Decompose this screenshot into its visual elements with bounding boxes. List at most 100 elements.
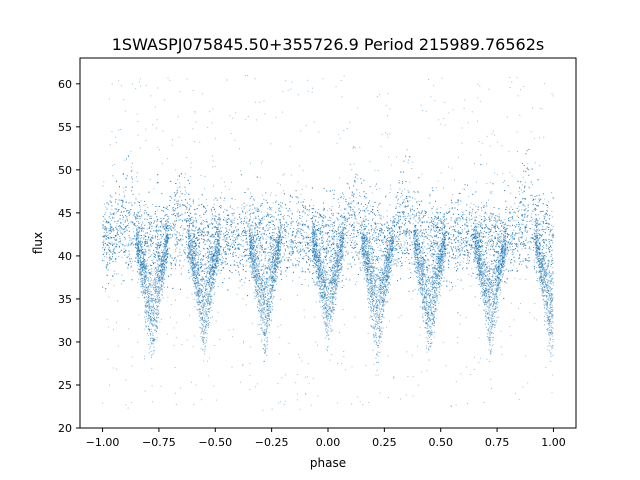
- data-point: [518, 209, 520, 211]
- data-point: [510, 192, 512, 194]
- data-point: [320, 226, 322, 228]
- data-point: [457, 248, 459, 250]
- data-point: [200, 230, 202, 231]
- data-point: [275, 266, 277, 268]
- data-point: [512, 253, 514, 255]
- data-point: [454, 266, 456, 268]
- data-point: [282, 231, 283, 233]
- data-point: [136, 215, 138, 217]
- data-point: [388, 229, 390, 231]
- data-point: [273, 253, 275, 255]
- data-point: [322, 270, 324, 272]
- data-point: [285, 270, 287, 272]
- data-point: [175, 268, 177, 270]
- data-point: [395, 240, 397, 242]
- data-point: [414, 288, 416, 290]
- data-point: [204, 254, 206, 256]
- data-point: [214, 218, 216, 220]
- data-point: [205, 253, 207, 255]
- data-point: [332, 241, 334, 243]
- data-point: [385, 195, 387, 197]
- data-point: [117, 230, 119, 231]
- data-point: [506, 251, 508, 253]
- data-point: [175, 217, 177, 219]
- data-point: [246, 221, 248, 223]
- data-point: [322, 222, 324, 224]
- data-point: [176, 259, 177, 261]
- data-point: [352, 248, 354, 249]
- data-point: [348, 204, 350, 205]
- data-point: [506, 248, 508, 250]
- data-point: [459, 241, 461, 243]
- data-point: [287, 236, 289, 238]
- data-point: [140, 209, 141, 211]
- data-point: [306, 232, 308, 234]
- data-point: [190, 232, 192, 234]
- data-point: [269, 239, 271, 241]
- data-point: [479, 233, 480, 234]
- data-point: [429, 251, 431, 253]
- data-point: [213, 249, 215, 251]
- data-point: [395, 206, 397, 208]
- data-point: [404, 211, 405, 213]
- data-point: [537, 224, 539, 226]
- data-point: [397, 258, 399, 260]
- data-point: [343, 229, 345, 231]
- data-point: [298, 257, 300, 259]
- data-point: [186, 192, 188, 194]
- data-point: [552, 242, 553, 244]
- data-point: [457, 256, 459, 258]
- data-point: [120, 210, 122, 212]
- data-point: [464, 243, 466, 245]
- data-point: [537, 230, 539, 232]
- data-point: [249, 208, 251, 210]
- data-point: [511, 240, 513, 242]
- data-point: [517, 226, 519, 228]
- data-point: [231, 207, 233, 209]
- data-point: [106, 267, 108, 269]
- data-point: [165, 238, 167, 240]
- data-point: [103, 232, 105, 233]
- data-point: [297, 245, 299, 247]
- data-point: [119, 228, 121, 230]
- data-point: [474, 296, 476, 298]
- data-point: [238, 234, 240, 236]
- data-point: [225, 234, 227, 236]
- data-point: [117, 229, 119, 231]
- data-point: [457, 204, 459, 206]
- data-point: [338, 202, 340, 204]
- data-point: [145, 210, 147, 212]
- data-point: [285, 275, 287, 277]
- data-point: [400, 248, 402, 249]
- data-point: [436, 243, 438, 245]
- data-point: [215, 232, 216, 234]
- data-point: [256, 268, 258, 270]
- data-point: [547, 238, 549, 240]
- data-point: [126, 201, 128, 203]
- data-point: [183, 259, 185, 261]
- data-point: [464, 188, 466, 190]
- data-point: [510, 244, 512, 245]
- data-point: [342, 198, 344, 200]
- data-point: [122, 218, 124, 220]
- data-point: [344, 246, 346, 248]
- data-point: [313, 272, 315, 274]
- data-point: [399, 206, 401, 208]
- data-point: [183, 204, 185, 206]
- data-point: [521, 233, 523, 235]
- data-point: [470, 236, 472, 238]
- data-point: [545, 256, 547, 257]
- data-point: [359, 253, 361, 255]
- data-point: [518, 205, 520, 207]
- data-point: [224, 197, 225, 199]
- data-point: [496, 233, 498, 235]
- data-point: [357, 234, 359, 236]
- data-point: [251, 229, 253, 231]
- data-point: [443, 187, 445, 189]
- data-point: [468, 274, 470, 276]
- data-point: [409, 181, 411, 183]
- data-point: [258, 240, 260, 241]
- data-point: [201, 235, 203, 237]
- data-point: [220, 264, 222, 265]
- data-point: [429, 244, 431, 246]
